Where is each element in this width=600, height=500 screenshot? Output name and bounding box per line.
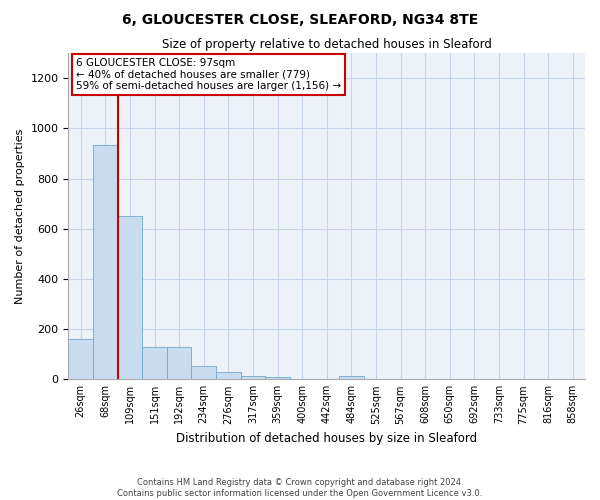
Bar <box>339 376 364 380</box>
Text: Contains HM Land Registry data © Crown copyright and database right 2024.
Contai: Contains HM Land Registry data © Crown c… <box>118 478 482 498</box>
Title: Size of property relative to detached houses in Sleaford: Size of property relative to detached ho… <box>162 38 491 51</box>
Bar <box>216 372 241 380</box>
Y-axis label: Number of detached properties: Number of detached properties <box>15 128 25 304</box>
Bar <box>93 144 118 380</box>
Bar <box>68 339 93 380</box>
Bar <box>167 346 191 380</box>
Bar <box>241 376 265 380</box>
Text: 6 GLOUCESTER CLOSE: 97sqm
← 40% of detached houses are smaller (779)
59% of semi: 6 GLOUCESTER CLOSE: 97sqm ← 40% of detac… <box>76 58 341 91</box>
X-axis label: Distribution of detached houses by size in Sleaford: Distribution of detached houses by size … <box>176 432 477 445</box>
Bar <box>142 346 167 380</box>
Bar <box>191 366 216 380</box>
Bar <box>118 216 142 380</box>
Text: 6, GLOUCESTER CLOSE, SLEAFORD, NG34 8TE: 6, GLOUCESTER CLOSE, SLEAFORD, NG34 8TE <box>122 12 478 26</box>
Bar <box>265 377 290 380</box>
